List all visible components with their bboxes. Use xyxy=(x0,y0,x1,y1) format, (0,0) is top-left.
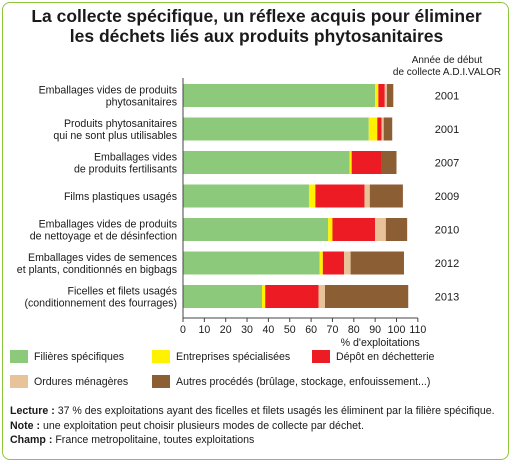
bar-segment xyxy=(265,285,319,308)
x-tick-label: 110 xyxy=(409,324,426,336)
x-tick-label: 50 xyxy=(284,324,296,336)
bar-segment xyxy=(183,151,350,174)
bar-segment xyxy=(308,184,316,208)
title-line-2: les déchets liés aux produits phytosanit… xyxy=(69,26,444,46)
category-label: et plants, conditionnés en bigbags xyxy=(17,264,177,276)
category-label: Films plastiques usagés xyxy=(64,191,177,203)
x-tick-label: 90 xyxy=(369,324,381,336)
year-label: 2001 xyxy=(435,124,459,136)
year-label: 2012 xyxy=(435,258,459,270)
legend-label: Filières spécifiques xyxy=(34,350,125,363)
bar-segment xyxy=(368,117,378,141)
legend-swatch xyxy=(152,350,170,363)
bar-segment xyxy=(369,184,403,208)
bar-segment xyxy=(386,84,394,107)
category-label: de produits fertilisants xyxy=(74,164,177,176)
legend-item: Entreprises spécialisées xyxy=(152,350,290,363)
legend-label: Dépôt en déchetterie xyxy=(336,350,435,363)
category-label: Produits phytosanitaires xyxy=(64,118,177,130)
year-label: 2007 xyxy=(435,158,459,170)
bar-segment xyxy=(183,218,329,241)
bar-segment xyxy=(183,117,369,141)
legend-swatch xyxy=(10,350,28,363)
bar-segment xyxy=(183,184,309,208)
bar-segment xyxy=(350,251,404,275)
x-tick-label: 100 xyxy=(388,324,406,336)
bar-segment xyxy=(383,117,393,141)
legend-item: Ordures ménagères xyxy=(10,375,128,388)
bar-segment xyxy=(378,84,385,107)
bar-segment xyxy=(377,117,382,141)
bar-segment xyxy=(375,218,386,241)
year-label: 2009 xyxy=(435,191,459,203)
note-text: une exploitation peut choisir plusieurs … xyxy=(40,419,364,432)
bar-segment xyxy=(324,285,409,308)
year-label: 2010 xyxy=(435,225,459,237)
category-label: phytosanitaires xyxy=(106,97,177,109)
bar-segment xyxy=(315,184,365,208)
chart-title: La collecte spécifique, un réflexe acqui… xyxy=(0,6,513,46)
legend-swatch xyxy=(10,375,28,388)
category-label: Emballages vides de produits xyxy=(39,219,177,231)
legend-item: Filières spécifiques xyxy=(10,350,124,363)
x-tick-label: 80 xyxy=(348,324,360,336)
category-label: Emballages vides de semences xyxy=(28,252,177,264)
category-label: Ficelles et filets usagés xyxy=(67,286,177,298)
legend-label: Ordures ménagères xyxy=(34,375,129,388)
notes: Lecture : 37 % des exploitations ayant d… xyxy=(10,404,505,448)
x-tick-label: 60 xyxy=(305,324,317,336)
category-label: (conditionnement des fourrages) xyxy=(24,298,177,310)
field-note: Champ : France metropolitaine, toutes ex… xyxy=(10,433,505,448)
x-axis-label: % d'exploitations xyxy=(341,337,420,349)
category-label: qui ne sont plus utilisables xyxy=(53,130,177,142)
bar-segment xyxy=(364,184,370,208)
general-note: Note : une exploitation peut choisir plu… xyxy=(10,419,505,434)
x-tick-label: 30 xyxy=(241,324,253,336)
legend-item: Dépôt en déchetterie xyxy=(312,350,434,363)
bar-segment xyxy=(384,84,387,107)
title-line-1: La collecte spécifique, un réflexe acqui… xyxy=(31,6,482,26)
bar-segment xyxy=(332,218,376,241)
category-label: de nettoyage et de désinfection xyxy=(30,231,177,243)
year-label: 2013 xyxy=(435,292,459,304)
x-tick-label: 20 xyxy=(220,324,232,336)
bar-segment xyxy=(381,117,384,141)
year-header-line: de collecte A.D.I.VALOR xyxy=(393,67,501,78)
bar-segment xyxy=(349,151,352,174)
lecture-note: Lecture : 37 % des exploitations ayant d… xyxy=(10,404,505,419)
legend-swatch xyxy=(312,350,330,363)
bar-segment xyxy=(385,218,408,241)
note-label: Note : xyxy=(10,419,41,432)
bar-segment xyxy=(351,151,382,174)
bar-segment xyxy=(318,285,325,308)
bar-segment xyxy=(328,218,333,241)
bar-segment xyxy=(261,285,266,308)
bar-segment xyxy=(319,251,323,275)
category-label: Emballages vides de produits xyxy=(39,85,177,97)
champ-text: France metropolitaine, toutes exploitati… xyxy=(52,434,255,446)
legend-item: Autres procédés (brûlage, stockage, enfo… xyxy=(152,375,430,388)
legend-label: Autres procédés (brûlage, stockage, enfo… xyxy=(176,375,431,388)
lecture-label: Lecture : xyxy=(10,405,55,417)
bar-segment xyxy=(183,251,320,275)
year-header-line: Année de début xyxy=(412,55,483,66)
bar-segment xyxy=(183,84,376,107)
lecture-text: 37 % des exploitations ayant des ficelle… xyxy=(54,405,495,417)
year-label: 2001 xyxy=(435,91,459,103)
bar-segment xyxy=(344,251,351,275)
x-tick-label: 0 xyxy=(180,324,186,336)
bar-segment xyxy=(322,251,345,275)
champ-label: Champ : xyxy=(10,434,53,446)
x-tick-label: 40 xyxy=(263,324,275,336)
category-label: Emballages vides xyxy=(94,152,177,164)
bar-segment xyxy=(375,84,379,107)
x-tick-label: 70 xyxy=(327,324,339,336)
legend-swatch xyxy=(152,375,170,388)
bar-segment xyxy=(381,151,397,174)
x-tick-label: 10 xyxy=(198,324,210,336)
legend-label: Entreprises spécialisées xyxy=(176,350,291,363)
bar-segment xyxy=(183,285,262,308)
